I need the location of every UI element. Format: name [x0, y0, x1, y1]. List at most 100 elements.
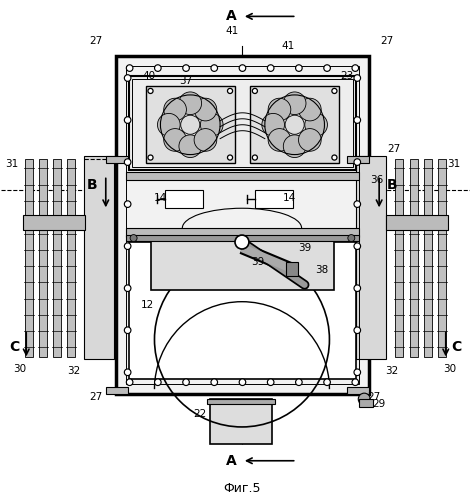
Circle shape: [179, 92, 202, 114]
Circle shape: [252, 88, 257, 94]
Circle shape: [194, 98, 217, 121]
Circle shape: [284, 92, 306, 114]
Bar: [151, 240, 334, 290]
Bar: [116, 56, 369, 394]
Circle shape: [126, 65, 133, 71]
Text: 39: 39: [251, 257, 265, 267]
Bar: [126, 235, 359, 241]
Bar: [129, 76, 356, 170]
Bar: [255, 190, 292, 208]
Circle shape: [241, 66, 244, 70]
Text: 31: 31: [447, 158, 460, 168]
Text: 37: 37: [179, 76, 192, 86]
Circle shape: [252, 155, 257, 160]
Circle shape: [128, 380, 131, 384]
Circle shape: [239, 65, 246, 71]
Circle shape: [124, 327, 131, 334]
Text: 38: 38: [315, 265, 328, 275]
Text: 31: 31: [5, 158, 18, 168]
Circle shape: [164, 128, 187, 152]
Bar: [207, 399, 275, 404]
Circle shape: [355, 202, 359, 206]
Circle shape: [229, 90, 231, 92]
Text: 40: 40: [142, 71, 155, 81]
Text: C: C: [452, 340, 462, 354]
Circle shape: [299, 128, 321, 152]
Bar: [410, 158, 418, 358]
Circle shape: [354, 117, 360, 123]
Circle shape: [154, 65, 161, 71]
Circle shape: [358, 393, 370, 405]
Circle shape: [324, 379, 330, 386]
Text: 22: 22: [194, 409, 207, 419]
Circle shape: [126, 244, 130, 248]
Bar: [424, 158, 432, 358]
Text: 39: 39: [298, 243, 311, 253]
Circle shape: [332, 88, 337, 94]
Bar: [356, 156, 386, 360]
Text: 29: 29: [373, 399, 386, 409]
Text: Фиг.5: Фиг.5: [223, 482, 261, 495]
Circle shape: [179, 135, 202, 158]
Circle shape: [211, 379, 218, 386]
Bar: [146, 86, 235, 162]
Bar: [126, 172, 359, 180]
Text: B: B: [87, 178, 98, 192]
Circle shape: [355, 370, 359, 374]
Bar: [67, 158, 75, 358]
Circle shape: [124, 75, 131, 81]
Circle shape: [268, 128, 291, 152]
Circle shape: [296, 379, 302, 386]
Circle shape: [181, 115, 200, 134]
Circle shape: [124, 243, 131, 250]
Bar: [286, 262, 298, 276]
Circle shape: [212, 380, 216, 384]
Circle shape: [124, 159, 131, 166]
Bar: [250, 86, 340, 162]
Text: 12: 12: [141, 300, 154, 310]
Circle shape: [268, 66, 273, 70]
Circle shape: [126, 160, 130, 164]
Bar: [165, 190, 203, 208]
Circle shape: [332, 155, 337, 160]
Text: 27: 27: [367, 392, 381, 402]
Circle shape: [126, 328, 130, 332]
Circle shape: [148, 88, 153, 94]
Bar: [129, 242, 356, 379]
Circle shape: [296, 65, 302, 71]
Bar: [25, 158, 33, 358]
Circle shape: [124, 201, 131, 207]
Text: 41: 41: [281, 41, 294, 51]
Bar: [106, 156, 128, 162]
Circle shape: [254, 90, 256, 92]
Circle shape: [149, 90, 152, 92]
Text: 27: 27: [388, 144, 401, 154]
Text: 30: 30: [13, 364, 26, 374]
Circle shape: [355, 286, 359, 290]
Circle shape: [354, 285, 360, 292]
Text: C: C: [9, 340, 19, 354]
Bar: [84, 156, 114, 360]
Circle shape: [154, 379, 161, 386]
Text: 41: 41: [226, 26, 239, 36]
Bar: [126, 228, 359, 237]
Circle shape: [124, 369, 131, 376]
Circle shape: [268, 98, 291, 121]
Circle shape: [184, 380, 188, 384]
Circle shape: [268, 65, 274, 71]
Text: B: B: [387, 178, 398, 192]
Circle shape: [126, 286, 130, 290]
Circle shape: [200, 114, 223, 136]
Circle shape: [355, 118, 359, 122]
Bar: [395, 158, 403, 358]
Circle shape: [239, 379, 246, 386]
Text: 23: 23: [341, 71, 354, 81]
Bar: [131, 79, 353, 168]
Circle shape: [284, 135, 306, 158]
Bar: [39, 158, 47, 358]
Circle shape: [333, 156, 336, 158]
Circle shape: [156, 380, 160, 384]
Circle shape: [254, 156, 256, 158]
Text: 27: 27: [89, 36, 103, 46]
Circle shape: [325, 66, 329, 70]
